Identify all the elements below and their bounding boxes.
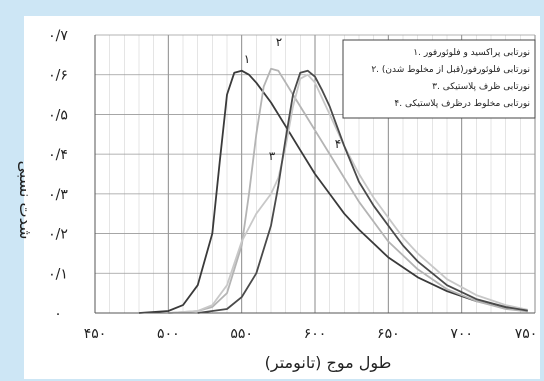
legend-entry-4: ۴. نورتابی مخلوط درظرف پلاستیکی [394, 99, 530, 109]
legend-entry-3: ۳. نورتابی ظرف پلاستیکی [432, 82, 530, 92]
x-tick-label: ۶۵۰ [377, 326, 400, 342]
legend-entry-1: ۱. نورتابی پراکسید و فلوئورفور [413, 48, 530, 58]
series-line-3 [168, 73, 528, 314]
y-axis-label: شدت نسبی [16, 161, 35, 240]
x-tick-label: ۶۰۰ [304, 326, 327, 342]
legend-box [342, 39, 536, 119]
legend-entry-2: ۲. نورتابی فلوئورفور(قبل از مخلوط شدن) [371, 65, 530, 75]
y-tick-label: ۰/۷ [48, 28, 68, 44]
y-tick-label: ۰/۴ [48, 147, 68, 163]
series-line-4 [197, 69, 528, 314]
x-tick-label: ۷۵۰ [515, 326, 538, 342]
y-tick-label: ۰ [54, 306, 62, 322]
series-lines [138, 67, 528, 314]
x-tick-label: ۷۰۰ [450, 326, 473, 342]
x-axis-label: طول موج (تانومتر) [265, 353, 392, 373]
x-tick-label: ۵۵۰ [230, 326, 253, 342]
x-tick-label: ۴۵۰ [84, 326, 107, 342]
legend: ۱. نورتابی پراکسید و فلوئورفور ۲. نورتابی… [342, 39, 536, 119]
y-tick-label: ۰/۲ [48, 227, 68, 243]
series-label-2: ۲ [276, 35, 282, 49]
y-tick-label: ۰/۵ [48, 107, 68, 123]
series-line-1 [138, 69, 528, 314]
series-label-3: ۳ [269, 149, 276, 163]
y-tick-label: ۰/۱ [48, 266, 68, 282]
series-labels: ۱ ۲ ۳ ۴ [244, 35, 341, 163]
series-label-1: ۱ [244, 52, 250, 66]
series-label-4: ۴ [335, 137, 341, 151]
x-tick-label: ۵۰۰ [157, 326, 180, 342]
axes: ۰ ۰/۱ ۰/۲ ۰/۳ ۰/۴ ۰/۵ ۰/۶ ۰/۷ ۴۵۰ ۵۰۰ ۵۵۰ ۶۰۰ ۶۵۰ ۷۰۰… [48, 28, 537, 342]
y-tick-label: ۰/۶ [48, 68, 68, 84]
y-tick-label: ۰/۳ [48, 187, 68, 203]
